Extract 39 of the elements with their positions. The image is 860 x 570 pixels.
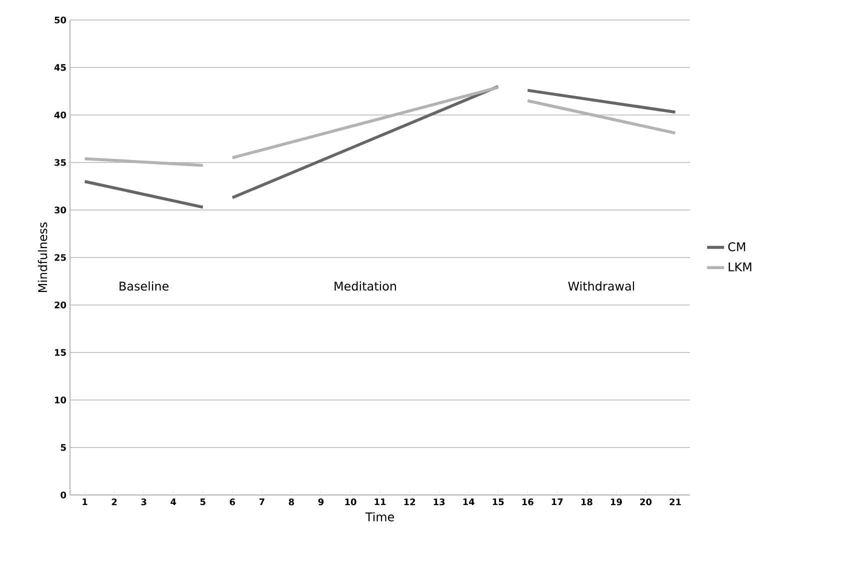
y-tick-label: 15 — [55, 349, 66, 356]
x-tick-label: 20 — [640, 498, 652, 506]
x-tick-label: 9 — [318, 498, 324, 506]
y-tick-label: 45 — [54, 64, 66, 71]
x-tick-label: 10 — [345, 498, 356, 506]
y-tick-label: 0 — [60, 492, 66, 498]
x-tick-label: 8 — [288, 498, 294, 506]
x-tick-label: 4 — [170, 498, 176, 506]
x-tick-label: 15 — [492, 498, 504, 506]
y-tick-label: 30 — [54, 206, 66, 214]
x-tick-label: 7 — [259, 498, 264, 506]
legend-label: CM — [728, 242, 746, 252]
y-axis-title: Mindfulness — [38, 222, 48, 292]
y-tick-label: 10 — [55, 396, 66, 404]
x-tick-label: 14 — [463, 498, 474, 506]
x-tick-label: 13 — [434, 498, 445, 506]
y-tick-label: 40 — [54, 112, 66, 118]
annotation: Withdrawal — [568, 281, 634, 291]
x-tick-label: 5 — [200, 498, 206, 506]
x-tick-label: 21 — [670, 498, 681, 506]
x-tick-label: 3 — [141, 498, 146, 506]
y-tick-label: 50 — [54, 16, 66, 24]
x-tick-label: 17 — [552, 498, 563, 506]
x-tick-label: 2 — [112, 498, 117, 506]
annotation: Baseline — [120, 281, 169, 291]
legend-label: LKM — [728, 262, 752, 272]
y-tick-label: 25 — [54, 254, 66, 261]
annotation: Meditation — [334, 281, 396, 291]
x-tick-label: 19 — [610, 498, 622, 506]
y-tick-label: 35 — [54, 159, 66, 166]
x-tick-label: 6 — [230, 498, 236, 506]
x-tick-label: 11 — [374, 498, 386, 506]
y-tick-label: 20 — [54, 302, 66, 308]
x-tick-label: 16 — [522, 498, 534, 506]
x-tick-label: 1 — [82, 498, 88, 506]
y-tick-label: 5 — [60, 444, 66, 451]
x-tick-label: 18 — [581, 498, 592, 506]
x-axis-title: Time — [365, 512, 394, 522]
x-tick-label: 12 — [404, 498, 415, 506]
